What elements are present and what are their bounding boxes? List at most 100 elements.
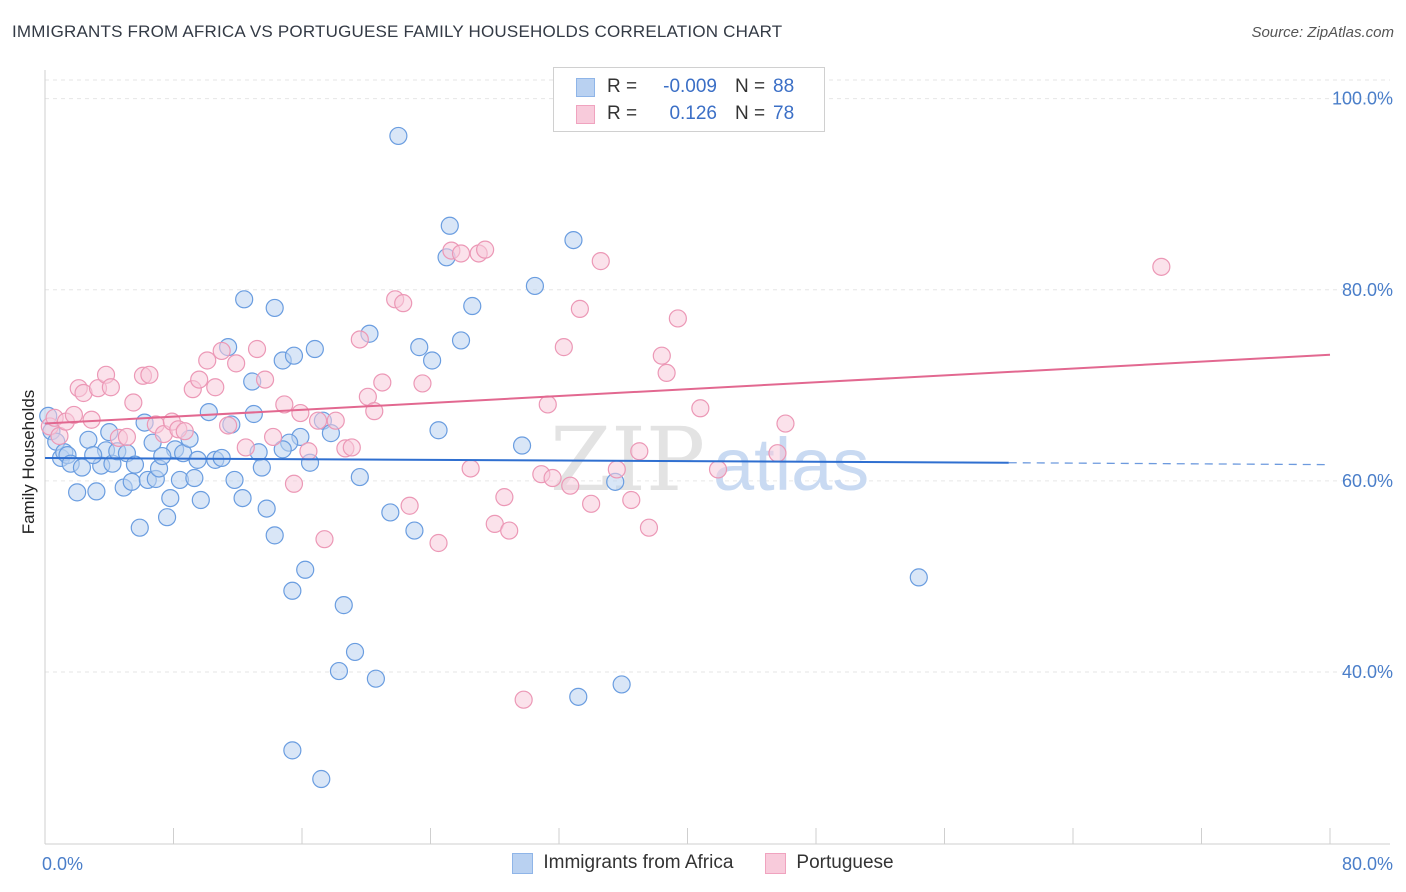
point-africa — [405, 521, 424, 540]
point-portuguese — [461, 459, 480, 478]
y-tick-label: 80.0% — [1342, 280, 1393, 300]
point-portuguese — [776, 414, 795, 433]
legend-row-portuguese: R = 0.126 N = 78 — [576, 101, 794, 127]
point-africa — [265, 298, 284, 318]
point-portuguese — [117, 427, 137, 447]
point-africa — [366, 669, 385, 688]
point-portuguese — [538, 395, 557, 414]
trend-lines — [44, 353, 1331, 466]
point-portuguese — [400, 496, 419, 515]
point-portuguese — [561, 476, 580, 495]
point-portuguese — [101, 378, 120, 397]
point-portuguese — [236, 438, 255, 457]
point-portuguese — [652, 346, 671, 365]
point-portuguese — [514, 690, 533, 709]
point-africa — [157, 508, 177, 527]
point-africa — [284, 346, 304, 365]
series-legend: Immigrants from Africa Portuguese — [0, 852, 1406, 874]
point-africa — [451, 331, 471, 350]
source-label: Source: ZipAtlas.com — [1251, 24, 1394, 41]
point-africa — [381, 503, 400, 522]
point-portuguese — [582, 494, 601, 513]
point-portuguese — [212, 341, 231, 361]
legend-label-africa: Immigrants from Africa — [543, 852, 734, 873]
point-africa — [191, 490, 210, 510]
point-africa — [185, 468, 204, 488]
point-portuguese — [124, 393, 143, 412]
point-africa — [130, 518, 149, 537]
legend-swatch-africa — [576, 77, 595, 97]
point-africa — [244, 404, 263, 424]
correlation-legend: R = -0.009 N = 88 R = 0.126 N = 78 — [553, 67, 825, 132]
point-africa — [225, 470, 244, 490]
y-axis-label: Family Households — [19, 390, 38, 535]
point-africa — [512, 436, 532, 455]
legend-swatch-africa — [512, 852, 534, 874]
point-africa — [569, 687, 588, 706]
legend-swatch-portuguese — [576, 104, 595, 124]
point-africa — [161, 488, 180, 508]
point-portuguese — [140, 365, 159, 384]
point-africa — [329, 661, 349, 681]
point-africa — [612, 675, 631, 694]
point-africa — [79, 430, 98, 449]
point-portuguese — [495, 488, 514, 507]
point-portuguese — [708, 460, 728, 479]
point-africa — [350, 467, 369, 487]
point-africa — [153, 446, 172, 466]
point-africa — [909, 568, 928, 587]
point-portuguese — [691, 399, 710, 418]
legend-label-portuguese: Portuguese — [796, 852, 894, 873]
point-portuguese — [451, 244, 471, 263]
point-portuguese — [263, 427, 283, 447]
x-tick-label: 80.0% — [1342, 854, 1393, 874]
legend-row-africa: R = -0.009 N = 88 — [576, 74, 794, 100]
point-portuguese — [342, 438, 361, 457]
point-africa — [235, 290, 254, 309]
chart-title: IMMIGRANTS FROM AFRICA VS PORTUGUESE FAM… — [12, 22, 783, 41]
legend-n-label: N = — [735, 76, 766, 97]
legend-r-label: R = — [607, 76, 638, 97]
point-africa — [257, 499, 276, 518]
point-portuguese — [622, 490, 641, 510]
point-portuguese — [476, 240, 495, 259]
point-africa — [199, 402, 218, 422]
legend-item-portuguese[interactable]: Portuguese — [765, 852, 894, 874]
point-africa — [84, 445, 103, 465]
point-portuguese — [308, 411, 328, 430]
point-portuguese — [315, 530, 334, 549]
point-portuguese — [543, 468, 562, 488]
trend-line-africa-extension — [1008, 462, 1331, 466]
point-africa — [312, 769, 331, 789]
tick-labels: 40.0% 60.0% 80.0% 100.0% 0.0% 80.0% — [42, 89, 1393, 874]
trend-line-africa — [44, 456, 1009, 464]
point-africa — [68, 483, 87, 502]
point-portuguese — [64, 405, 84, 425]
x-tick-label: 0.0% — [42, 854, 83, 874]
point-africa — [87, 482, 106, 501]
legend-r-value: 0.126 — [669, 103, 717, 124]
point-portuguese — [1152, 257, 1171, 276]
legend-item-africa[interactable]: Immigrants from Africa — [512, 852, 733, 874]
point-africa — [345, 642, 365, 662]
point-africa — [233, 488, 252, 508]
point-africa — [122, 472, 141, 491]
watermark-atlas: atlas — [713, 423, 869, 506]
legend-n-value: 78 — [773, 103, 795, 124]
point-portuguese — [630, 442, 649, 461]
point-portuguese — [255, 370, 275, 389]
point-portuguese — [275, 395, 294, 414]
point-africa — [283, 581, 302, 600]
point-portuguese — [247, 339, 267, 359]
point-portuguese — [500, 521, 519, 540]
trend-line-portuguese — [44, 353, 1331, 425]
point-portuguese — [284, 474, 304, 493]
point-africa — [423, 351, 442, 370]
point-portuguese — [768, 444, 787, 463]
y-tick-label: 60.0% — [1342, 471, 1393, 491]
point-africa — [429, 421, 448, 440]
point-portuguese — [227, 354, 246, 373]
point-africa — [296, 560, 315, 579]
watermark: ZIP atlas — [550, 408, 869, 511]
point-portuguese — [668, 309, 687, 328]
